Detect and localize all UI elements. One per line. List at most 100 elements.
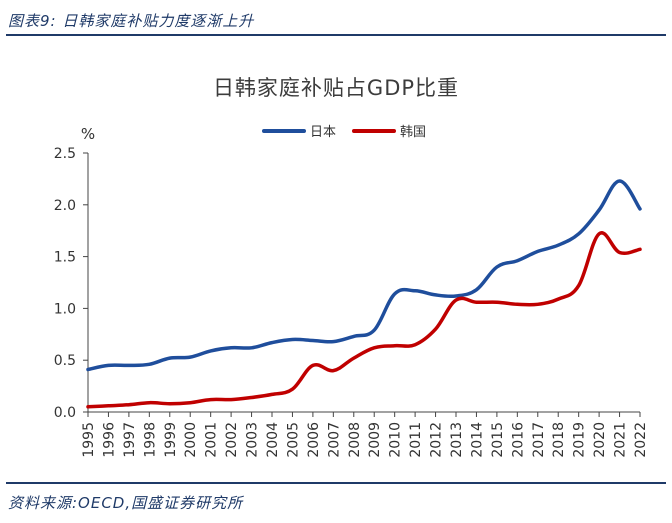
series-line-0	[86, 179, 642, 372]
x-tick-label: 2020	[592, 422, 608, 458]
x-tick-label: 1995	[81, 422, 97, 458]
x-tick-label: 2004	[265, 422, 281, 458]
x-tick-label: 2014	[469, 422, 485, 458]
series-1-point	[250, 396, 254, 400]
x-tick-label: 2008	[347, 422, 363, 458]
x-tick-label: 2022	[633, 422, 649, 458]
x-tick-label: 2003	[245, 422, 261, 458]
x-tick-label: 2012	[429, 422, 445, 458]
x-tick-label: 2006	[306, 422, 322, 458]
series-1-point	[597, 232, 601, 236]
series-0-point	[332, 340, 336, 344]
series-1-point	[536, 303, 540, 307]
series-1-point	[393, 344, 397, 348]
figure-footer: 资料来源:OECD,国盛证券研究所	[6, 482, 666, 512]
series-0-point	[352, 335, 356, 339]
y-tick-label: 1.5	[54, 250, 76, 266]
series-0-point	[393, 292, 397, 296]
x-tick-label: 2017	[531, 422, 547, 458]
series-0-point	[168, 356, 172, 360]
series-1-point	[127, 403, 131, 407]
y-axis: 0.0 0.5 1.0 1.5 2.0 2.5%	[54, 125, 95, 421]
series-1-point	[107, 404, 111, 408]
series-0-point	[372, 328, 376, 332]
x-tick-label: 2019	[572, 422, 588, 458]
y-tick-label: 2.5	[54, 146, 76, 162]
series-layer	[86, 179, 642, 409]
series-0-point	[597, 208, 601, 212]
series-0-point	[556, 243, 560, 247]
x-axis: 1995 1996 1997 1998 1999 2000 2001 2002 2003 2004…	[81, 411, 649, 458]
series-0-point	[536, 250, 540, 254]
y-tick-label: 0.0	[54, 405, 76, 421]
series-1-point	[148, 401, 152, 405]
y-tick-label: 2.0	[54, 198, 76, 214]
x-tick-label: 2013	[449, 422, 465, 458]
series-0-point	[86, 368, 90, 372]
series-0-point	[454, 294, 458, 298]
series-0-point	[638, 207, 642, 211]
series-0-point	[495, 265, 499, 269]
x-tick-label: 2018	[551, 422, 567, 458]
series-0-point	[291, 338, 295, 342]
figure-caption: 图表9: 日韩家庭补贴力度逐渐上升	[8, 12, 255, 30]
x-tick-label: 2005	[285, 422, 301, 458]
x-tick-label: 2015	[490, 422, 506, 458]
series-1-point	[188, 401, 192, 405]
x-tick-label: 2021	[613, 422, 629, 458]
figure-header: 图表9: 日韩家庭补贴力度逐渐上升	[6, 4, 666, 36]
series-1-point	[209, 398, 213, 402]
series-0-point	[434, 293, 438, 297]
legend-label-1: 韩国	[400, 125, 426, 140]
series-0-point	[516, 259, 520, 263]
series-1-point	[556, 297, 560, 301]
x-tick-label: 2010	[388, 422, 404, 458]
series-1-point	[495, 300, 499, 304]
x-tick-label: 1998	[142, 422, 158, 458]
series-1-point	[168, 402, 172, 406]
series-0-point	[618, 179, 622, 183]
x-tick-label: 1997	[122, 422, 138, 458]
series-1-point	[618, 251, 622, 255]
series-0-point	[127, 364, 131, 368]
series-1-point	[229, 398, 233, 402]
series-1-point	[270, 393, 274, 397]
x-tick-label: 2001	[204, 422, 220, 458]
series-1-point	[454, 298, 458, 302]
series-0-point	[188, 355, 192, 359]
series-0-point	[229, 346, 233, 350]
series-0-point	[250, 346, 254, 350]
series-1-point	[413, 343, 417, 347]
x-tick-label: 1996	[101, 422, 117, 458]
x-tick-label: 2000	[183, 422, 199, 458]
y-tick-label: 1.0	[54, 301, 76, 317]
series-1-point	[352, 356, 356, 360]
series-1-point	[577, 284, 581, 288]
legend: 日本 韩国	[262, 125, 426, 140]
x-tick-label: 2009	[367, 422, 383, 458]
series-1-point	[638, 248, 642, 252]
series-1-point	[475, 300, 479, 304]
series-1-point	[311, 364, 315, 368]
series-0-point	[209, 349, 213, 353]
legend-label-0: 日本	[310, 125, 336, 140]
series-1-point	[86, 405, 90, 409]
series-1-point	[516, 303, 520, 307]
series-0-point	[475, 288, 479, 292]
y-tick-label: 0.5	[54, 353, 76, 369]
series-0-point	[413, 289, 417, 293]
series-0-point	[577, 232, 581, 236]
y-axis-unit: %	[81, 125, 95, 143]
series-0-point	[148, 363, 152, 367]
x-tick-label: 2011	[408, 422, 424, 458]
series-1-point	[434, 327, 438, 331]
series-0-point	[311, 339, 315, 343]
series-0-point	[270, 341, 274, 345]
series-1-point	[332, 369, 336, 373]
x-tick-label: 2002	[224, 422, 240, 458]
figure-source: 资料来源:OECD,国盛证券研究所	[8, 494, 244, 512]
series-1-point	[291, 387, 295, 391]
x-tick-label: 1999	[163, 422, 179, 458]
x-tick-label: 2016	[510, 422, 526, 458]
chart-title: 日韩家庭补贴占GDP比重	[212, 76, 460, 100]
